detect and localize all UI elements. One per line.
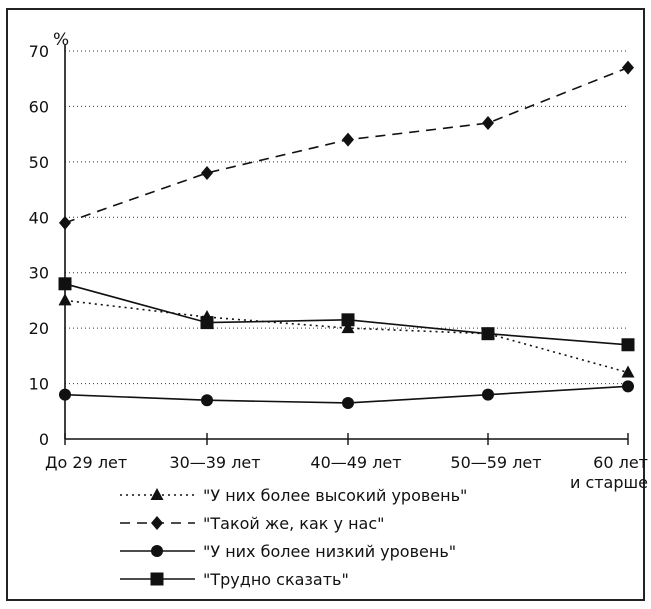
legend-label-3: "Трудно сказать" xyxy=(203,570,349,589)
series-0-point-0 xyxy=(58,293,72,306)
series-1-point-4 xyxy=(622,60,634,75)
legend-label-1: "Такой же, как у нас" xyxy=(203,514,385,533)
x-tick-label-3: 50—59 лет xyxy=(450,453,541,472)
series-2-point-4 xyxy=(622,380,634,393)
legend-marker-2 xyxy=(151,545,163,557)
series-1-point-1 xyxy=(201,165,213,180)
y-tick-label-20: 20 xyxy=(29,319,49,338)
series-3-point-0 xyxy=(58,277,72,291)
y-tick-label-10: 10 xyxy=(29,375,49,394)
legend-label-2: "У них более низкий уровень" xyxy=(203,542,456,561)
series-3-point-1 xyxy=(200,316,214,330)
series-3-point-2 xyxy=(341,313,355,327)
y-tick-label-60: 60 xyxy=(29,97,49,116)
y-tick-label-40: 40 xyxy=(29,208,49,227)
series-0-point-2 xyxy=(341,321,355,334)
y-tick-label-70: 70 xyxy=(29,42,49,61)
axes xyxy=(64,45,629,445)
series-line-1 xyxy=(64,66,629,224)
series-2-point-0 xyxy=(59,388,71,401)
series-group xyxy=(58,60,635,409)
y-tick-label-50: 50 xyxy=(29,153,49,172)
y-unit-label: % xyxy=(53,30,69,50)
x-tick-label-0: До 29 лет xyxy=(45,453,127,472)
legend-marker-0 xyxy=(150,488,164,500)
y-tick-label-30: 30 xyxy=(29,264,49,283)
legend-marker-3 xyxy=(150,572,164,586)
legend: "У них более высокий уровень" "Такой же, … xyxy=(120,486,467,589)
x-tick-label-2: 40—49 лет xyxy=(310,453,401,472)
series-0-point-4 xyxy=(621,365,635,378)
legend-marker-1 xyxy=(151,516,163,530)
legend-label-0: "У них более высокий уровень" xyxy=(203,486,467,505)
x-tick-labels: До 29 лет 30—39 лет 40—49 лет 50—59 лет 60 л… xyxy=(45,453,648,492)
series-1-point-2 xyxy=(342,132,354,147)
series-2-point-3 xyxy=(482,388,494,401)
series-1-point-0 xyxy=(59,215,71,230)
x-tick-label-4-line2: и старше xyxy=(570,473,648,492)
series-2-point-1 xyxy=(201,394,213,407)
x-tick-label-1: 30—39 лет xyxy=(169,453,260,472)
series-3-point-4 xyxy=(621,338,635,352)
series-3-point-3 xyxy=(481,327,495,341)
y-tick-labels: 0 10 20 30 40 50 60 70 xyxy=(29,42,49,449)
x-tick-label-4: 60 лет xyxy=(593,453,648,472)
series-2-point-2 xyxy=(342,396,354,409)
series-1-point-3 xyxy=(482,116,494,131)
series-line-0 xyxy=(64,299,629,374)
y-tick-label-0: 0 xyxy=(39,430,49,449)
